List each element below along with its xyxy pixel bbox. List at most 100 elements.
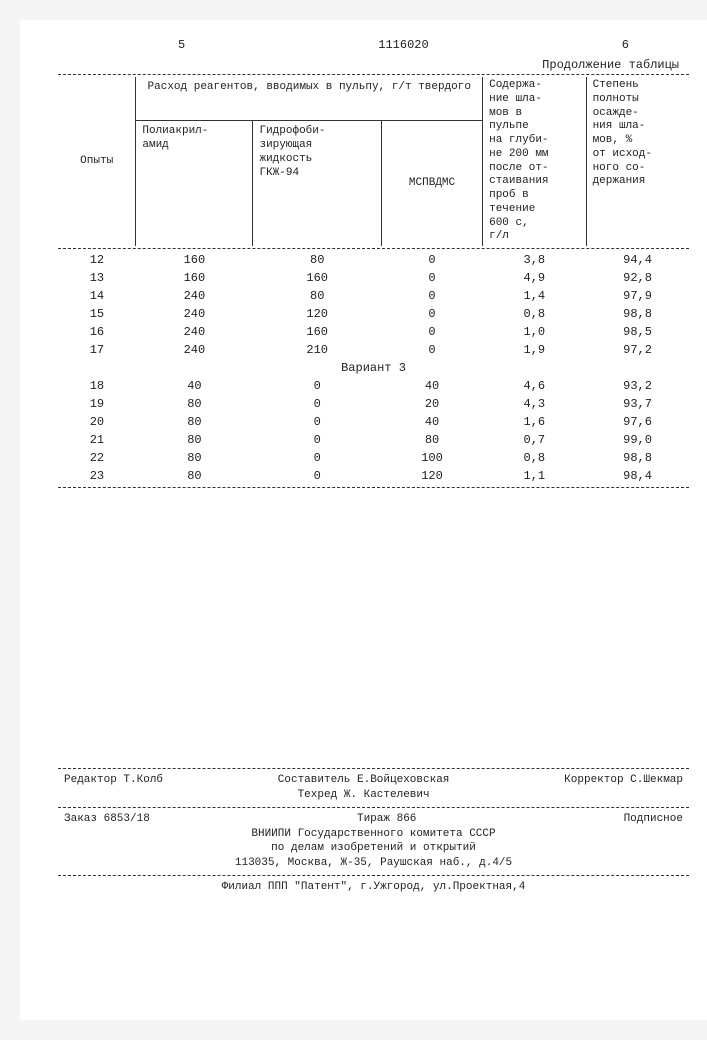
table-row: 228001000,898,8 bbox=[58, 449, 689, 467]
table-row: 20800401,697,6 bbox=[58, 413, 689, 431]
cell: 210 bbox=[253, 341, 381, 359]
table-row: 1524012000,898,8 bbox=[58, 305, 689, 323]
table-bottom-border bbox=[58, 487, 689, 488]
cell: 98,5 bbox=[586, 323, 689, 341]
cell: 160 bbox=[136, 251, 253, 269]
cell: 0,8 bbox=[483, 449, 586, 467]
tirage: Тираж 866 bbox=[357, 812, 416, 827]
cell: 98,4 bbox=[586, 467, 689, 485]
cell: 120 bbox=[253, 305, 381, 323]
page-col-right: 6 bbox=[622, 38, 629, 52]
org-line-2: по делам изобретений и открытий bbox=[58, 841, 689, 856]
cell: 120 bbox=[381, 467, 482, 485]
cell: 92,8 bbox=[586, 269, 689, 287]
cell: 80 bbox=[253, 251, 381, 269]
col-content: Содержа- ние шла- мов в пульпе на глуби-… bbox=[483, 77, 586, 246]
cell: 0 bbox=[253, 431, 381, 449]
order-number: Заказ 6853/18 bbox=[64, 812, 150, 827]
cell: 14 bbox=[58, 287, 136, 305]
imprint-block: Редактор Т.Колб Составитель Е.Войцеховск… bbox=[58, 768, 689, 895]
table-row: 18400404,693,2 bbox=[58, 377, 689, 395]
cell: 100 bbox=[381, 449, 482, 467]
cell: 4,3 bbox=[483, 395, 586, 413]
cell: 4,6 bbox=[483, 377, 586, 395]
cell: 0,7 bbox=[483, 431, 586, 449]
cell: 0 bbox=[253, 467, 381, 485]
cell: 22 bbox=[58, 449, 136, 467]
col-experiments: Опыты bbox=[58, 77, 136, 246]
col-degree: Степень полноты осажде- ния шла- мов, % … bbox=[586, 77, 689, 246]
footer-dash-2 bbox=[58, 807, 689, 808]
org-line-1: ВНИИПИ Государственного комитета СССР bbox=[58, 827, 689, 842]
compiler: Составитель Е.Войцеховская bbox=[278, 774, 450, 786]
editor: Редактор Т.Колб bbox=[64, 773, 163, 803]
table-row: 142408001,497,9 bbox=[58, 287, 689, 305]
signed: Подписное bbox=[624, 812, 683, 827]
cell: 98,8 bbox=[586, 305, 689, 323]
cell: 94,4 bbox=[586, 251, 689, 269]
cell: 93,2 bbox=[586, 377, 689, 395]
cell: 97,9 bbox=[586, 287, 689, 305]
cell: 0,8 bbox=[483, 305, 586, 323]
cell: 97,6 bbox=[586, 413, 689, 431]
table-row: 121608003,894,4 bbox=[58, 251, 689, 269]
table-row: 1316016004,992,8 bbox=[58, 269, 689, 287]
cell: 15 bbox=[58, 305, 136, 323]
col-mspvdms: МСПВДМС bbox=[381, 121, 482, 246]
footer-dash-3 bbox=[58, 875, 689, 876]
cell: 80 bbox=[136, 413, 253, 431]
continuation-label: Продолжение таблицы bbox=[58, 58, 689, 72]
cell: 1,9 bbox=[483, 341, 586, 359]
table-row: 238001201,198,4 bbox=[58, 467, 689, 485]
cell: 98,8 bbox=[586, 449, 689, 467]
cell: 240 bbox=[136, 287, 253, 305]
cell: 99,0 bbox=[586, 431, 689, 449]
cell: 160 bbox=[253, 323, 381, 341]
cell: 0 bbox=[253, 395, 381, 413]
cell: 4,9 bbox=[483, 269, 586, 287]
page-header-numbers: 5 1116020 6 bbox=[58, 38, 689, 52]
cell: 160 bbox=[253, 269, 381, 287]
branch-line: Филиал ППП "Патент", г.Ужгород, ул.Проек… bbox=[58, 880, 689, 895]
cell: 40 bbox=[381, 413, 482, 431]
cell: 19 bbox=[58, 395, 136, 413]
cell: 40 bbox=[136, 377, 253, 395]
cell: 240 bbox=[136, 323, 253, 341]
table-row: 1624016001,098,5 bbox=[58, 323, 689, 341]
cell: 240 bbox=[136, 341, 253, 359]
page: 5 1116020 6 Продолжение таблицы Опыты Ра… bbox=[20, 20, 707, 1020]
cell: 1,0 bbox=[483, 323, 586, 341]
cell: 240 bbox=[136, 305, 253, 323]
cell: 21 bbox=[58, 431, 136, 449]
cell: 0 bbox=[381, 305, 482, 323]
cell: 0 bbox=[381, 341, 482, 359]
variant-label: Вариант 3 bbox=[58, 359, 689, 377]
cell: 1,4 bbox=[483, 287, 586, 305]
table-row: 1724021001,997,2 bbox=[58, 341, 689, 359]
footer-dash-1 bbox=[58, 768, 689, 769]
table-row: 19800204,393,7 bbox=[58, 395, 689, 413]
data-table: Опыты Расход реагентов, вводимых в пульп… bbox=[58, 77, 689, 485]
cell: 18 bbox=[58, 377, 136, 395]
techred: Техред Ж. Кастелевич bbox=[298, 789, 430, 801]
cell: 16 bbox=[58, 323, 136, 341]
cell: 20 bbox=[381, 395, 482, 413]
table-row: 21800800,799,0 bbox=[58, 431, 689, 449]
cell: 17 bbox=[58, 341, 136, 359]
col-reagents-group: Расход реагентов, вводимых в пульпу, г/т… bbox=[136, 77, 483, 121]
cell: 80 bbox=[136, 431, 253, 449]
cell: 80 bbox=[136, 467, 253, 485]
corrector: Корректор С.Шекмар bbox=[564, 773, 683, 803]
cell: 0 bbox=[381, 287, 482, 305]
cell: 0 bbox=[381, 251, 482, 269]
cell: 0 bbox=[253, 449, 381, 467]
cell: 93,7 bbox=[586, 395, 689, 413]
cell: 0 bbox=[381, 323, 482, 341]
org-address: 113035, Москва, Ж-35, Раушская наб., д.4… bbox=[58, 856, 689, 871]
variant-row: Вариант 3 bbox=[58, 359, 689, 377]
col-hydrophob: Гидрофоби- зирующая жидкость ГКЖ-94 bbox=[253, 121, 381, 246]
cell: 160 bbox=[136, 269, 253, 287]
cell: 80 bbox=[136, 395, 253, 413]
cell: 1,1 bbox=[483, 467, 586, 485]
cell: 20 bbox=[58, 413, 136, 431]
